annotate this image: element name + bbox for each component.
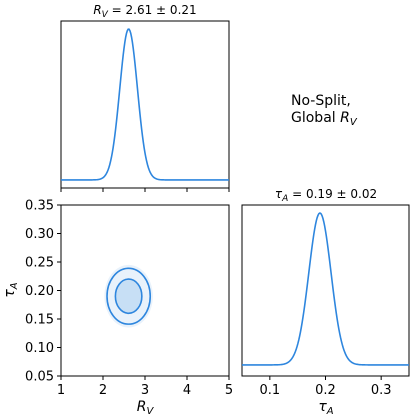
joint-ticks: 1 2 3 4 5 0.05 0.10 0.15 0.20 0.25 0.30 0.35	[25, 199, 233, 399]
contour-1sigma	[114, 278, 143, 315]
joint-xtick-label: 4	[183, 383, 191, 398]
rv-marginal-ticks	[60, 188, 230, 192]
rv-title-subscript: V	[102, 10, 109, 20]
contour-2sigma-line	[106, 267, 152, 325]
joint-ytick-label: 0.15	[25, 313, 54, 328]
joint-xtick-label: 5	[225, 383, 233, 398]
annotation-line1: No-Split,	[291, 93, 351, 109]
tau-marginal-ticks: 0.1 0.2 0.3	[259, 376, 392, 398]
joint-xtick-label: 2	[99, 383, 107, 398]
joint-ytick-label: 0.05	[25, 370, 54, 385]
joint-panel: 1 2 3 4 5 0.05 0.10 0.15 0.20 0.25 0.30 0.35 RV τA	[2, 199, 233, 418]
joint-ytick-label: 0.35	[25, 199, 54, 214]
joint-contours	[104, 264, 153, 328]
joint-ylabel-subscript: A	[9, 282, 20, 290]
tau-title-symbol: τ	[275, 187, 283, 201]
tau-title-stat: = 0.19 ± 0.02	[288, 187, 377, 201]
tau-xtick-label: 0.1	[259, 383, 280, 398]
tau-title-subscript: A	[281, 194, 288, 204]
annotation-subscript: V	[350, 117, 358, 128]
tau-marginal-panel: τA = 0.19 ± 0.02 0.1 0.2 0.3 τA	[241, 187, 410, 417]
joint-xtick-label: 1	[57, 383, 65, 398]
annotation: No-Split, Global RV	[291, 93, 358, 128]
joint-xlabel-symbol: R	[137, 399, 147, 415]
rv-title-stat: = 2.61 ± 0.21	[108, 3, 197, 17]
tau-xlabel-subscript: A	[326, 406, 334, 417]
rv-title-symbol: R	[93, 3, 101, 17]
joint-ytick-label: 0.10	[25, 341, 54, 356]
rv-marginal-title: RV = 2.61 ± 0.21	[93, 3, 196, 20]
annotation-symbol: R	[340, 110, 350, 126]
joint-xlabel-subscript: V	[146, 406, 154, 417]
rv-marginal-panel: RV = 2.61 ± 0.21	[60, 3, 230, 192]
joint-ytick-label: 0.25	[25, 256, 54, 271]
tau-xtick-label: 0.3	[371, 383, 392, 398]
annotation-line2: Global RV	[291, 110, 358, 128]
joint-ylabel: τA	[2, 282, 20, 297]
tau-xlabel: τA	[318, 399, 333, 417]
tau-xlabel-symbol: τ	[318, 399, 327, 415]
joint-ytick-label: 0.20	[25, 284, 54, 299]
tau-marginal-curve	[242, 212, 409, 366]
tau-xtick-label: 0.2	[315, 383, 336, 398]
rv-marginal-frame	[60, 20, 230, 189]
annotation-line2-prefix: Global	[291, 110, 340, 126]
tau-marginal-title: τA = 0.19 ± 0.02	[275, 187, 377, 204]
rv-marginal-curve	[61, 28, 229, 181]
joint-ylabel-symbol: τ	[2, 289, 18, 298]
joint-ytick-label: 0.30	[25, 227, 54, 242]
joint-xtick-label: 3	[141, 383, 149, 398]
joint-xlabel: RV	[137, 399, 155, 417]
